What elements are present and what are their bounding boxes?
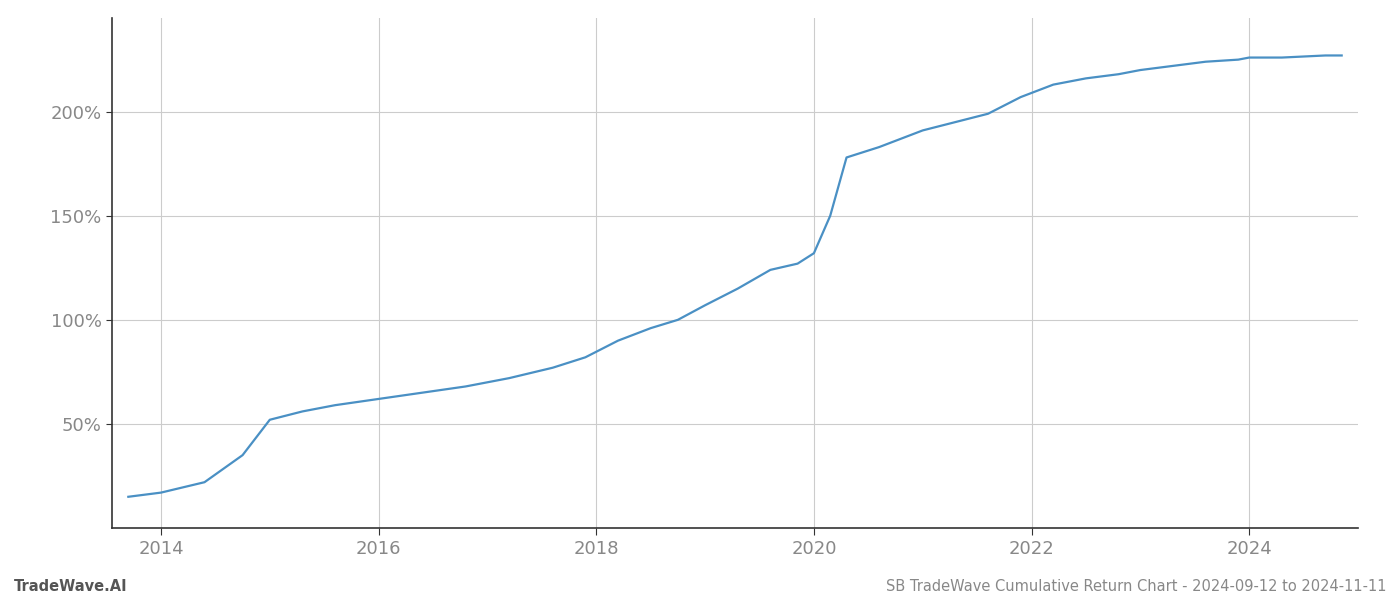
Text: TradeWave.AI: TradeWave.AI xyxy=(14,579,127,594)
Text: SB TradeWave Cumulative Return Chart - 2024-09-12 to 2024-11-11: SB TradeWave Cumulative Return Chart - 2… xyxy=(885,579,1386,594)
